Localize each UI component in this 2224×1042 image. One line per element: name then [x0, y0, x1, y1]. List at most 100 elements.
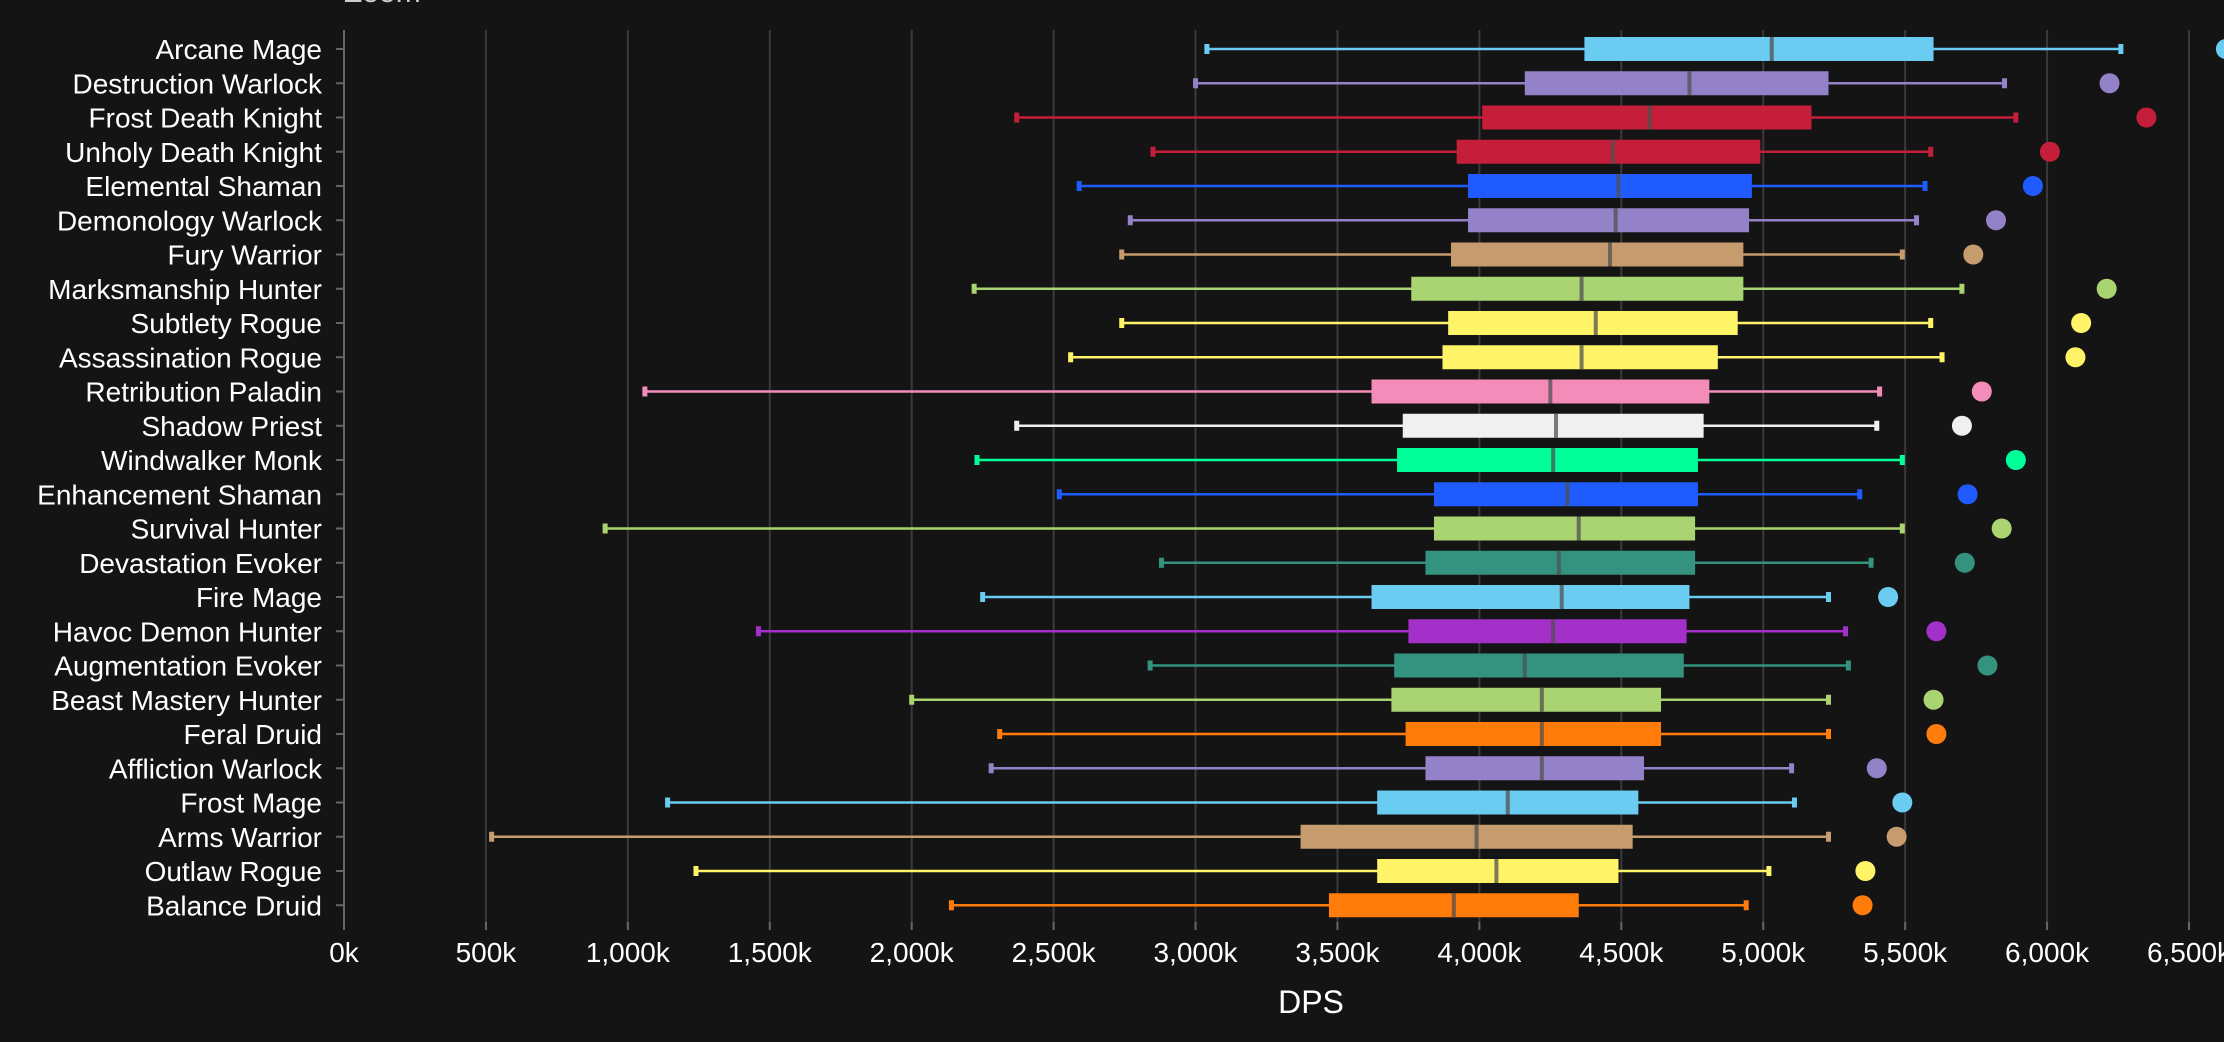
iqr-box	[1411, 276, 1744, 301]
box-row	[1014, 413, 1972, 438]
iqr-box	[1468, 174, 1752, 198]
x-tick-label: 6,000k	[2005, 937, 2090, 968]
x-tick-label: 2,000k	[870, 937, 955, 968]
box-row	[948, 893, 1873, 918]
iqr-box	[1408, 619, 1687, 644]
outlier-point	[1866, 758, 1887, 779]
x-tick-label: 2,500k	[1012, 937, 1097, 968]
outlier-point	[2096, 278, 2117, 299]
box-row	[1056, 482, 1978, 507]
outlier-point	[1951, 415, 1972, 436]
box-series	[489, 37, 2224, 918]
box-row	[602, 516, 2012, 541]
box-row	[642, 379, 1992, 404]
box-row	[971, 276, 2117, 301]
outlier-point	[1926, 621, 1947, 642]
iqr-box	[1397, 448, 1698, 472]
y-category-label: Balance Druid	[146, 890, 322, 921]
grid-lines	[484, 30, 2190, 922]
x-tick-label: 3,500k	[1295, 937, 1380, 968]
y-category-label: Assassination Rogue	[59, 342, 322, 373]
iqr-box	[1394, 653, 1684, 678]
iqr-box	[1482, 105, 1812, 130]
outlier-point	[1892, 792, 1913, 813]
iqr-box	[1584, 37, 1934, 61]
box-row	[1127, 208, 2006, 233]
y-category-label: Destruction Warlock	[73, 68, 323, 99]
iqr-box	[1456, 139, 1761, 164]
y-category-label: Windwalker Monk	[101, 445, 323, 476]
y-category-label: Unholy Death Knight	[65, 137, 322, 168]
x-tick-label: 500k	[456, 937, 518, 968]
top-text: Zoom	[344, 0, 421, 9]
box-row	[665, 790, 1913, 815]
outlier-point	[1971, 381, 1992, 402]
outlier-point	[1923, 689, 1944, 710]
box-row	[1119, 242, 1984, 267]
outlier-point	[1852, 895, 1873, 916]
y-category-label: Arms Warrior	[158, 822, 322, 853]
box-row	[997, 722, 1947, 746]
box-row	[1158, 550, 1975, 575]
x-tick-label: 1,500k	[728, 937, 813, 968]
x-tick-label: 1,000k	[586, 937, 671, 968]
outlier-point	[1878, 587, 1899, 607]
iqr-box	[1433, 516, 1696, 541]
iqr-box	[1300, 824, 1633, 849]
y-category-label: Retribution Paladin	[85, 377, 322, 408]
y-category-label: Havoc Demon Hunter	[53, 616, 322, 647]
box-row	[1014, 105, 2157, 130]
y-category-label: Frost Death Knight	[89, 103, 323, 134]
outlier-point	[2039, 141, 2060, 162]
iqr-box	[1468, 208, 1750, 233]
x-tick-label: 4,500k	[1579, 937, 1664, 968]
outlier-point	[2022, 176, 2043, 196]
y-category-label: Elemental Shaman	[85, 171, 322, 202]
box-row	[755, 619, 1947, 644]
box-row	[1204, 37, 2224, 61]
y-category-label: Beast Mastery Hunter	[51, 685, 322, 716]
x-tick-label: 5,000k	[1721, 937, 1806, 968]
outlier-point	[1985, 210, 2006, 231]
y-category-label: Subtlety Rogue	[131, 308, 322, 339]
y-category-label: Frost Mage	[180, 788, 322, 819]
outlier-point	[1855, 861, 1876, 881]
box-row	[988, 756, 1887, 781]
box-row	[974, 448, 2026, 472]
y-category-label: Enhancement Shaman	[37, 479, 322, 510]
iqr-box	[1402, 413, 1704, 438]
iqr-box	[1391, 687, 1662, 712]
iqr-box	[1451, 242, 1744, 267]
outlier-point	[2071, 313, 2092, 333]
box-row	[1068, 345, 2086, 370]
iqr-box	[1405, 722, 1662, 746]
iqr-box	[1371, 379, 1710, 404]
outlier-point	[2136, 107, 2157, 128]
outlier-point	[1886, 826, 1907, 847]
iqr-box	[1371, 585, 1690, 609]
y-category-label: Demonology Warlock	[57, 205, 323, 236]
outlier-point	[1963, 244, 1984, 265]
outlier-point	[1991, 518, 2012, 539]
box-row	[1147, 653, 1998, 678]
y-category-label: Shadow Priest	[141, 411, 322, 442]
y-category-label: Augmentation Evoker	[54, 651, 322, 682]
y-category-label: Devastation Evoker	[79, 548, 322, 579]
x-tick-label: 5,500k	[1863, 937, 1948, 968]
box-row	[980, 585, 1899, 609]
y-category-label: Fire Mage	[196, 582, 322, 613]
y-category-label: Outlaw Rogue	[145, 856, 322, 887]
outlier-point	[2215, 39, 2224, 59]
box-row	[1119, 311, 2092, 335]
y-category-label: Survival Hunter	[131, 514, 322, 545]
iqr-box	[1524, 71, 1829, 96]
y-category-label: Arcane Mage	[155, 34, 322, 65]
y-category-label: Fury Warrior	[167, 240, 322, 271]
outlier-point	[1977, 655, 1998, 676]
x-axis: 0k 500k 1,000k 1,500k 2,000k 2,500k 3,000k 3,50…	[329, 922, 2224, 968]
box-row	[1076, 174, 2043, 198]
outlier-point	[1926, 724, 1947, 744]
x-tick-label: 0k	[329, 937, 360, 968]
box-row	[1193, 71, 2120, 96]
